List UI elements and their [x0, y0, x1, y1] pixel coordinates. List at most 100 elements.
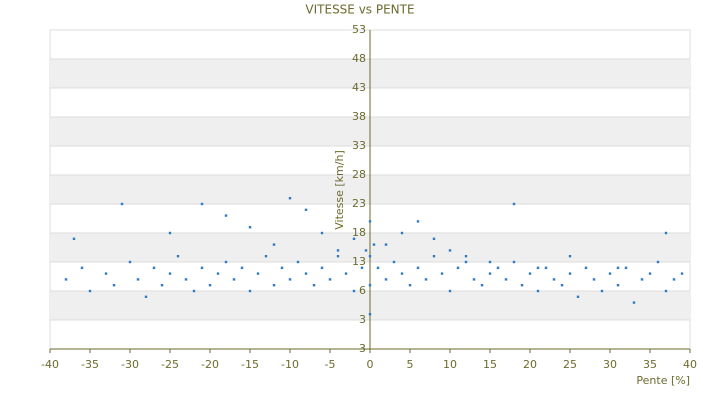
- point: [648, 272, 652, 275]
- y-tick-label: 18: [352, 226, 366, 239]
- point: [168, 272, 172, 275]
- point: [448, 289, 452, 293]
- chart-title: VITESSE vs PENTE: [305, 3, 414, 17]
- point: [400, 272, 404, 275]
- point: [480, 284, 484, 287]
- point: [320, 231, 324, 235]
- point: [616, 284, 620, 287]
- point: [88, 289, 92, 293]
- x-tick-label: -5: [325, 358, 336, 371]
- point: [672, 278, 676, 281]
- point: [264, 255, 268, 258]
- point: [384, 243, 388, 246]
- point: [432, 237, 436, 240]
- point: [656, 260, 660, 264]
- point: [248, 289, 252, 293]
- point: [384, 278, 388, 281]
- point: [520, 284, 524, 287]
- x-tick-label: -25: [161, 358, 179, 371]
- point: [304, 272, 308, 275]
- point: [416, 266, 420, 269]
- x-tick-label: -20: [201, 358, 219, 371]
- point: [568, 272, 572, 275]
- y-tick-label: 48: [352, 52, 366, 65]
- x-tick-label: -10: [281, 358, 299, 371]
- point: [208, 284, 212, 287]
- x-tick-label: 35: [643, 358, 657, 371]
- point: [200, 266, 204, 269]
- point: [544, 266, 548, 269]
- y-tick-label: 53: [352, 23, 366, 36]
- point: [464, 260, 468, 264]
- point: [272, 243, 276, 246]
- point: [664, 231, 668, 235]
- point: [104, 272, 108, 275]
- point: [256, 272, 260, 275]
- point: [608, 272, 612, 275]
- point: [472, 278, 476, 281]
- x-tick-label: -15: [241, 358, 259, 371]
- x-tick-label: -40: [41, 358, 59, 371]
- point: [432, 255, 436, 258]
- point: [200, 202, 204, 206]
- point: [368, 255, 372, 258]
- point: [512, 202, 516, 206]
- point: [664, 289, 668, 293]
- point: [536, 266, 540, 269]
- point: [136, 278, 140, 281]
- y-tick-label: 23: [352, 197, 366, 210]
- point: [320, 266, 324, 269]
- y-axis-label: Vitesse [km/h]: [333, 150, 346, 230]
- point: [616, 266, 620, 269]
- point: [504, 278, 508, 281]
- point: [312, 284, 316, 287]
- x-tick-label: -35: [81, 358, 99, 371]
- point: [424, 278, 428, 281]
- point: [160, 284, 164, 287]
- point: [448, 249, 452, 252]
- point: [680, 272, 684, 275]
- point: [496, 266, 500, 269]
- y-tick-label: 3: [359, 313, 366, 326]
- point: [216, 272, 220, 275]
- point: [552, 278, 556, 281]
- x-tick-label: 25: [563, 358, 577, 371]
- point: [576, 295, 580, 298]
- point: [464, 255, 468, 258]
- point: [440, 272, 444, 275]
- point: [368, 284, 372, 287]
- point: [536, 289, 540, 293]
- x-tick-label: 15: [483, 358, 497, 371]
- x-tick-label: 10: [443, 358, 457, 371]
- point: [328, 278, 332, 281]
- point: [112, 284, 116, 287]
- y-tick-label: 33: [352, 139, 366, 152]
- point: [400, 231, 404, 235]
- point: [368, 220, 372, 223]
- point: [184, 278, 188, 281]
- point: [584, 266, 588, 269]
- point: [368, 313, 372, 316]
- point: [408, 284, 412, 287]
- point: [352, 289, 356, 293]
- point: [372, 243, 376, 246]
- point: [304, 208, 308, 211]
- point: [296, 260, 300, 264]
- point: [364, 249, 368, 252]
- point: [624, 266, 628, 269]
- point: [64, 278, 68, 281]
- y-tick-label: 13: [352, 255, 366, 268]
- y-tick-label: 6: [359, 284, 366, 297]
- point: [456, 266, 460, 269]
- point: [560, 284, 564, 287]
- point: [152, 266, 156, 269]
- point: [288, 197, 292, 200]
- point: [416, 220, 420, 223]
- point: [280, 266, 284, 269]
- x-tick-label: 5: [407, 358, 414, 371]
- point: [72, 237, 76, 240]
- point: [592, 278, 596, 281]
- point: [336, 255, 340, 258]
- point: [232, 278, 236, 281]
